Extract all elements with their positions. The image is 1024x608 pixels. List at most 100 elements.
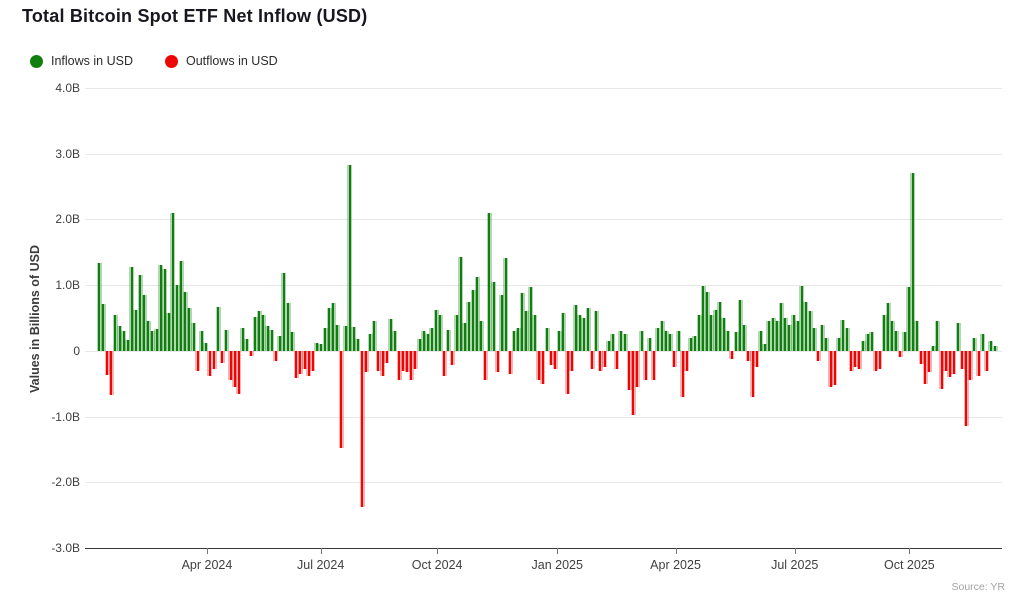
outflow-bar[interactable] bbox=[565, 350, 571, 395]
inflow-bar[interactable] bbox=[454, 314, 460, 351]
inflow-bar[interactable] bbox=[774, 321, 780, 351]
inflow-bar[interactable] bbox=[499, 294, 505, 351]
outflow-bar[interactable] bbox=[404, 350, 410, 373]
inflow-bar[interactable] bbox=[281, 273, 287, 351]
inflow-bar[interactable] bbox=[717, 301, 723, 352]
inflow-bar[interactable] bbox=[659, 321, 665, 351]
inflow-bar[interactable] bbox=[725, 331, 731, 351]
inflow-bar[interactable] bbox=[137, 275, 143, 351]
outflow-bar[interactable] bbox=[614, 350, 620, 370]
inflow-bar[interactable] bbox=[474, 276, 480, 352]
inflow-bar[interactable] bbox=[269, 329, 275, 351]
inflow-bar[interactable] bbox=[811, 327, 817, 351]
outflow-bar[interactable] bbox=[441, 350, 447, 376]
inflow-bar[interactable] bbox=[980, 334, 986, 352]
inflow-bar[interactable] bbox=[914, 321, 920, 351]
outflow-bar[interactable] bbox=[815, 350, 821, 361]
inflow-bar[interactable] bbox=[445, 329, 451, 351]
inflow-bar[interactable] bbox=[741, 324, 747, 352]
inflow-bar[interactable] bbox=[158, 265, 164, 352]
outflow-bar[interactable] bbox=[495, 350, 501, 373]
inflow-bar[interactable] bbox=[655, 327, 661, 351]
inflow-bar[interactable] bbox=[581, 317, 587, 351]
inflow-bar[interactable] bbox=[803, 301, 809, 352]
inflow-bar[interactable] bbox=[355, 338, 361, 351]
outflow-bar[interactable] bbox=[832, 350, 838, 386]
outflow-bar[interactable] bbox=[984, 350, 990, 371]
inflow-bar[interactable] bbox=[823, 337, 829, 351]
inflow-bar[interactable] bbox=[988, 340, 994, 351]
inflow-bar[interactable] bbox=[347, 164, 353, 351]
outflow-bar[interactable] bbox=[959, 350, 965, 370]
inflow-bar[interactable] bbox=[162, 268, 168, 351]
inflow-bar[interactable] bbox=[618, 331, 624, 351]
inflow-bar[interactable] bbox=[910, 172, 916, 351]
outflow-bar[interactable] bbox=[680, 350, 686, 397]
inflow-bar[interactable] bbox=[322, 327, 328, 351]
inflow-bar[interactable] bbox=[544, 327, 550, 351]
outflow-bar[interactable] bbox=[856, 350, 862, 370]
outflow-bar[interactable] bbox=[400, 350, 406, 371]
inflow-bar[interactable] bbox=[437, 314, 443, 351]
inflow-bar[interactable] bbox=[371, 321, 377, 351]
inflow-bar[interactable] bbox=[906, 287, 912, 351]
inflow-bar[interactable] bbox=[819, 324, 825, 352]
inflow-bar[interactable] bbox=[836, 337, 842, 351]
inflow-bar[interactable] bbox=[667, 334, 673, 352]
inflow-bar[interactable] bbox=[519, 292, 525, 351]
outflow-bar[interactable] bbox=[302, 350, 307, 370]
inflow-bar[interactable] bbox=[758, 331, 764, 351]
inflow-bar[interactable] bbox=[696, 314, 702, 351]
legend-item-outflows[interactable]: Outflows in USD bbox=[164, 54, 278, 68]
outflow-bar[interactable] bbox=[207, 350, 213, 376]
legend-item-inflows[interactable]: Inflows in USD bbox=[30, 54, 133, 68]
inflow-bar[interactable] bbox=[704, 291, 710, 351]
inflow-bar[interactable] bbox=[466, 301, 472, 352]
inflow-bar[interactable] bbox=[314, 342, 320, 351]
outflow-bar[interactable] bbox=[651, 350, 657, 381]
outflow-bar[interactable] bbox=[754, 350, 760, 368]
inflow-bar[interactable] bbox=[285, 303, 291, 352]
inflow-bar[interactable] bbox=[154, 329, 160, 351]
outflow-bar[interactable] bbox=[232, 350, 238, 388]
inflow-bar[interactable] bbox=[663, 331, 669, 351]
inflow-bar[interactable] bbox=[593, 311, 599, 352]
outflow-bar[interactable] bbox=[338, 350, 344, 449]
inflow-bar[interactable] bbox=[934, 321, 940, 351]
outflow-bar[interactable] bbox=[228, 350, 234, 381]
inflow-bar[interactable] bbox=[585, 308, 591, 351]
inflow-bar[interactable] bbox=[992, 345, 998, 352]
outflow-bar[interactable] bbox=[104, 350, 110, 376]
outflow-bar[interactable] bbox=[548, 350, 554, 366]
outflow-bar[interactable] bbox=[306, 350, 312, 376]
inflow-bar[interactable] bbox=[129, 266, 135, 351]
inflow-bar[interactable] bbox=[199, 331, 205, 351]
inflow-bar[interactable] bbox=[860, 340, 866, 351]
outflow-bar[interactable] bbox=[569, 350, 575, 371]
inflow-bar[interactable] bbox=[343, 325, 349, 351]
inflow-bar[interactable] bbox=[244, 338, 250, 351]
inflow-bar[interactable] bbox=[265, 325, 270, 351]
inflow-bar[interactable] bbox=[417, 338, 423, 351]
outflow-bar[interactable] bbox=[236, 350, 242, 395]
inflow-bar[interactable] bbox=[503, 258, 509, 351]
inflow-bar[interactable] bbox=[125, 339, 131, 351]
outflow-bar[interactable] bbox=[877, 350, 883, 370]
inflow-bar[interactable] bbox=[647, 337, 653, 351]
inflow-bar[interactable] bbox=[844, 327, 850, 351]
inflow-bar[interactable] bbox=[318, 344, 324, 351]
outflow-bar[interactable] bbox=[310, 350, 316, 371]
inflow-bar[interactable] bbox=[223, 329, 229, 351]
inflow-bar[interactable] bbox=[112, 314, 118, 351]
outflow-bar[interactable] bbox=[396, 350, 402, 381]
inflow-bar[interactable] bbox=[166, 312, 172, 351]
inflow-bar[interactable] bbox=[458, 257, 464, 352]
inflow-bar[interactable] bbox=[334, 324, 340, 352]
outflow-bar[interactable] bbox=[947, 350, 953, 378]
outflow-bar[interactable] bbox=[597, 350, 603, 371]
outflow-bar[interactable] bbox=[248, 350, 254, 357]
outflow-bar[interactable] bbox=[412, 350, 418, 370]
outflow-bar[interactable] bbox=[848, 350, 854, 371]
outflow-bar[interactable] bbox=[852, 350, 858, 368]
outflow-bar[interactable] bbox=[939, 350, 945, 390]
